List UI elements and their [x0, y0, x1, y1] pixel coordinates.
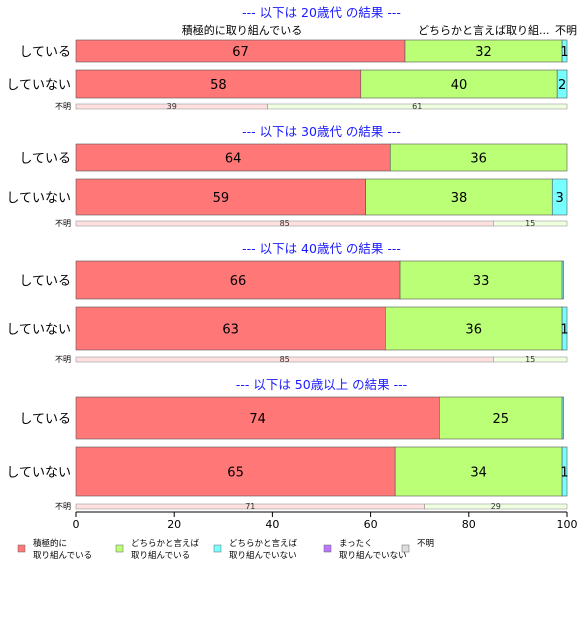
panel-title: --- 以下は 40歳代 の結果 --- [242, 241, 401, 256]
bar-segment [360, 69, 558, 99]
bar-segment [561, 446, 568, 497]
legend-swatch [323, 544, 332, 553]
bar-segment [75, 143, 391, 172]
legend-label: 積極的に [33, 538, 67, 549]
column-header-somewhat: どちらかと言えば取り組... [418, 24, 550, 37]
bar-segment [75, 306, 386, 351]
bar-segment [399, 260, 563, 300]
row-label: していない [6, 191, 71, 206]
bar-segment [561, 39, 568, 63]
bar-value-label: 67 [232, 45, 249, 60]
row-label: している [19, 152, 71, 167]
legend-label: 不明 [417, 539, 434, 549]
legend-label-line2: 取り組んでいる [33, 550, 92, 561]
row-label: している [19, 274, 71, 289]
bar-segment [75, 396, 440, 440]
unknown-bar-segment [267, 103, 568, 110]
column-header-unknown: 不明 [555, 24, 577, 37]
bar-value-label: 34 [470, 466, 487, 481]
unknown-value-label: 71 [245, 502, 255, 511]
row-label: している [19, 412, 71, 427]
bar-segment [561, 306, 568, 351]
bar-value-label: 38 [451, 191, 468, 206]
bar-value-label: 1 [560, 466, 568, 481]
legend-label: どちらかと言えば [131, 538, 200, 549]
unknown-row-label: 不明 [55, 502, 71, 511]
x-tick-label: 60 [364, 518, 378, 531]
unknown-value-label: 61 [412, 102, 422, 111]
bar-value-label: 1 [560, 45, 568, 60]
legend-swatch [213, 544, 222, 553]
bar-value-label: 59 [213, 191, 230, 206]
legend-swatch [401, 544, 410, 553]
unknown-bar-segment [493, 220, 568, 227]
bar-value-label: 58 [210, 78, 227, 93]
legend-label-line2: 取り組んでいない [339, 550, 407, 561]
unknown-value-label: 85 [280, 355, 290, 364]
bar-segment [389, 143, 568, 172]
legend-swatch [17, 544, 26, 553]
bar-value-label: 36 [470, 152, 487, 167]
bar-segment [551, 178, 568, 216]
unknown-bar-segment [424, 503, 568, 510]
unknown-row-label: 不明 [55, 219, 71, 228]
legend-label: まったく [339, 539, 373, 549]
bar-segment [561, 396, 564, 440]
bar-value-label: 66 [230, 274, 247, 289]
panel-title: --- 以下は 20歳代 の結果 --- [242, 5, 401, 20]
bar-segment [439, 396, 563, 440]
bar-segment [385, 306, 563, 351]
x-tick-label: 40 [265, 518, 279, 531]
x-tick-label: 20 [167, 518, 181, 531]
bar-value-label: 36 [465, 323, 482, 338]
legend-swatch [115, 544, 124, 553]
bar-value-label: 2 [558, 78, 566, 93]
bar-value-label: 65 [227, 466, 244, 481]
bar-segment [75, 260, 401, 300]
bar-value-label: 64 [225, 152, 242, 167]
unknown-row-label: 不明 [55, 102, 71, 111]
bar-value-label: 32 [475, 45, 492, 60]
bar-segment [75, 178, 366, 216]
unknown-value-label: 15 [525, 355, 535, 364]
bar-value-label: 40 [451, 78, 468, 93]
unknown-value-label: 85 [280, 219, 290, 228]
unknown-value-label: 29 [491, 502, 501, 511]
unknown-bar-segment [493, 356, 568, 363]
unknown-value-label: 39 [167, 102, 177, 111]
column-header-positive: 積極的に取り組んでいる [182, 23, 302, 37]
panel-title: --- 以下は 50歳以上 の結果 --- [236, 377, 407, 392]
row-label: している [19, 45, 71, 60]
legend-label-line2: 取り組んでいない [229, 550, 297, 561]
bar-value-label: 63 [222, 323, 239, 338]
legend-label: どちらかと言えば [229, 538, 298, 549]
unknown-row-label: 不明 [55, 355, 71, 364]
bar-segment [394, 446, 563, 497]
x-tick-label: 0 [73, 518, 80, 531]
bar-segment [556, 69, 568, 99]
bar-segment [75, 446, 396, 497]
bar-value-label: 25 [492, 412, 509, 427]
row-label: していない [6, 466, 71, 481]
bar-segment [561, 260, 564, 300]
x-tick-label: 80 [462, 518, 476, 531]
bar-value-label: 1 [560, 323, 568, 338]
row-label: していない [6, 78, 71, 93]
bar-value-label: 33 [473, 274, 490, 289]
bar-value-label: 74 [249, 412, 266, 427]
legend-label-line2: 取り組んでいる [131, 550, 190, 561]
row-label: していない [6, 323, 71, 338]
panel-title: --- 以下は 30歳代 の結果 --- [242, 124, 401, 139]
x-tick-label: 100 [557, 518, 578, 531]
unknown-value-label: 15 [525, 219, 535, 228]
bar-value-label: 3 [555, 191, 563, 206]
